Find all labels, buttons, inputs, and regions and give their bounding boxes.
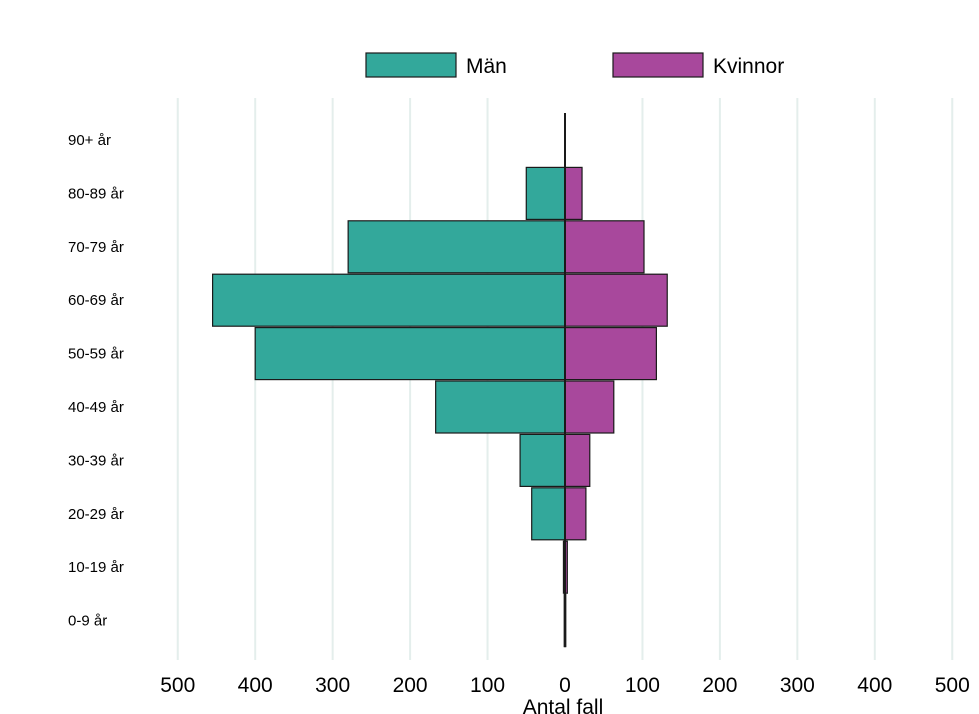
bar-woman <box>564 380 615 434</box>
bar-woman <box>564 166 583 220</box>
category-label: 50-59 år <box>68 346 124 363</box>
x-tick-label: 500 <box>160 674 195 697</box>
x-tick-label: 200 <box>393 674 428 697</box>
category-label: 20-29 år <box>68 506 124 523</box>
category-label: 30-39 år <box>68 452 124 469</box>
x-tick-label: 300 <box>315 674 350 697</box>
x-tick-label: 100 <box>470 674 505 697</box>
x-tick-labels: 500 400 300 200 100 0 100 200 300 400 500 <box>160 674 970 697</box>
x-tick-label: 400 <box>857 674 892 697</box>
x-axis-title: Antal fall <box>523 696 604 714</box>
bar-man <box>525 166 566 220</box>
x-tick-label: 100 <box>625 674 660 697</box>
bar-man <box>347 220 566 274</box>
legend-swatch-woman <box>612 52 704 78</box>
legend-label-woman: Kvinnor <box>713 55 784 78</box>
bar-woman <box>564 433 591 487</box>
bar-man <box>519 433 566 487</box>
legend-swatch-man <box>365 52 457 78</box>
bar-woman <box>564 273 668 327</box>
category-label: 80-89 år <box>68 185 124 202</box>
bar-man <box>435 380 566 434</box>
bar-man <box>531 487 566 541</box>
x-tick-label: 200 <box>702 674 737 697</box>
category-label: 0-9 år <box>68 613 107 630</box>
legend-label-man: Män <box>466 55 507 78</box>
category-label: 40-49 år <box>68 399 124 416</box>
x-tick-label: 0 <box>559 674 571 697</box>
x-tick-label: 400 <box>238 674 273 697</box>
bars <box>212 166 668 648</box>
bar-woman <box>564 327 657 381</box>
category-label: 10-19 år <box>68 559 124 576</box>
legend: Män Kvinnor <box>365 52 784 78</box>
bar-man <box>212 273 566 327</box>
category-label: 90+ år <box>68 132 111 149</box>
category-label: 60-69 år <box>68 292 124 309</box>
x-tick-label: 300 <box>780 674 815 697</box>
bar-woman <box>564 220 645 274</box>
x-tick-label: 500 <box>935 674 970 697</box>
bar-man <box>254 327 566 381</box>
category-labels: 90+ år 80-89 år 70-79 år 60-69 år 50-59 år 40… <box>68 132 124 630</box>
category-label: 70-79 år <box>68 239 124 256</box>
bar-woman <box>564 487 587 541</box>
